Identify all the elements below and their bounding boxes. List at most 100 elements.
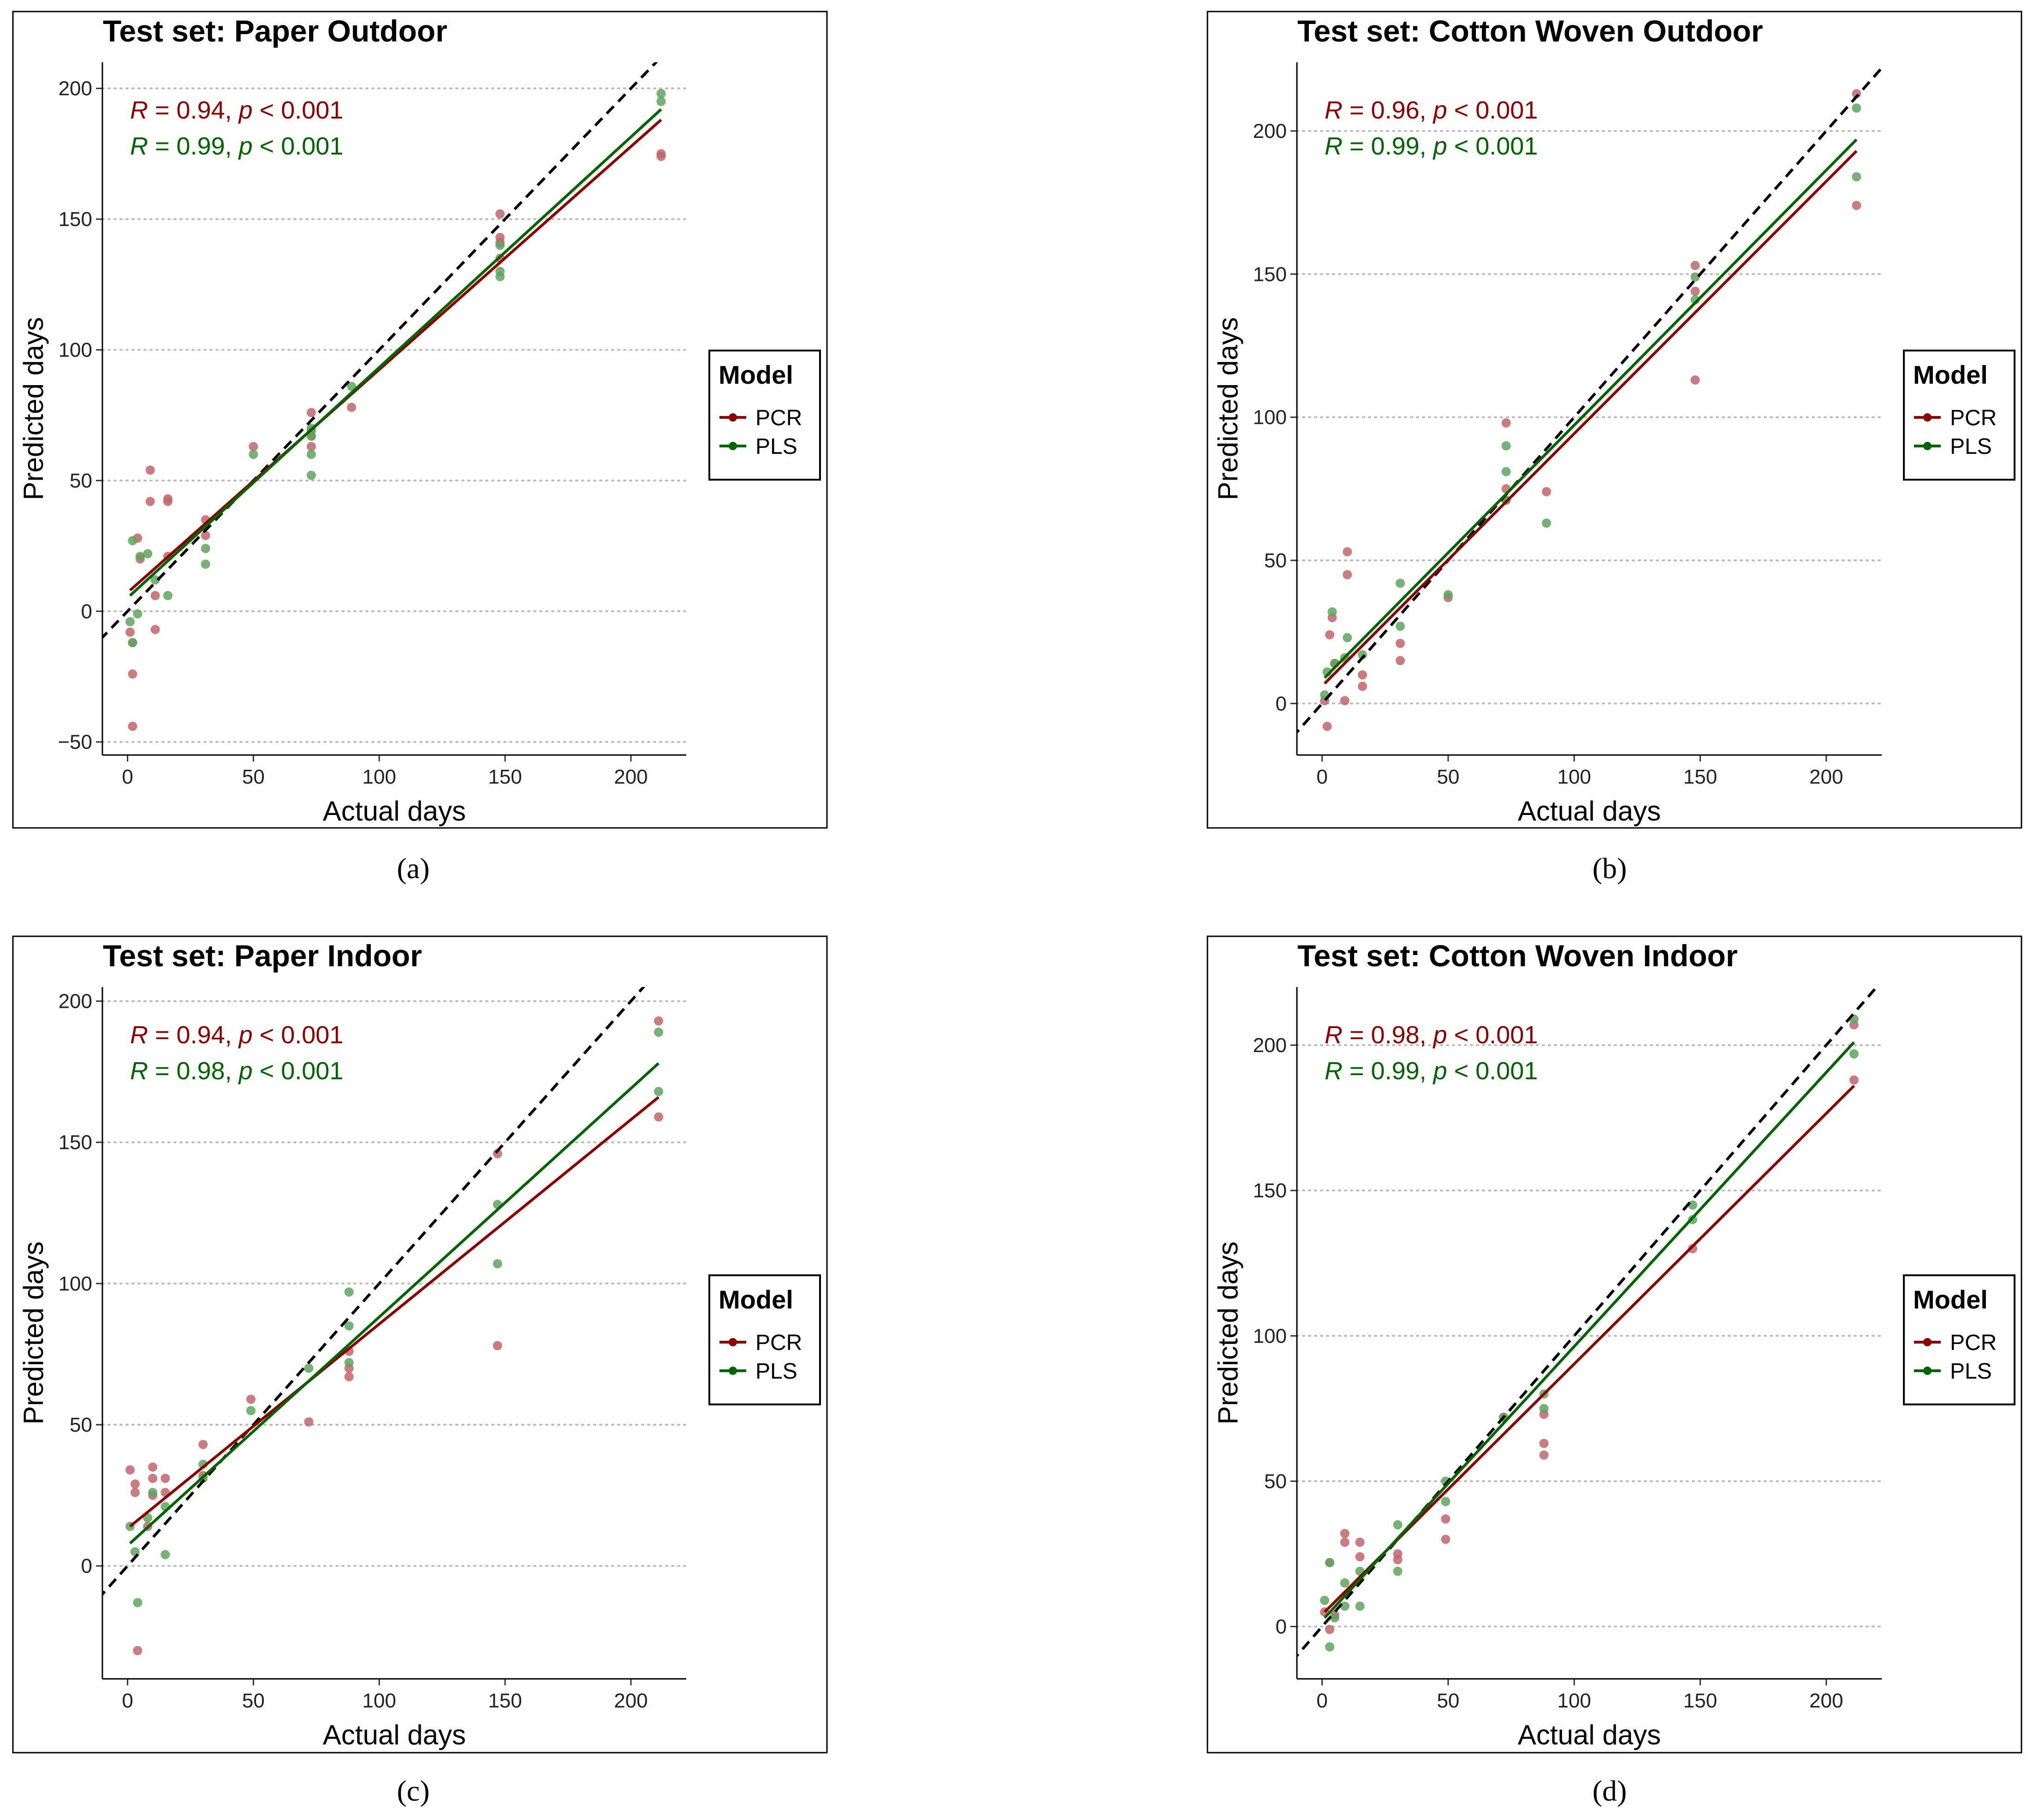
point-pls bbox=[1501, 467, 1511, 476]
point-pcr bbox=[344, 1372, 354, 1381]
point-pcr bbox=[1690, 261, 1700, 270]
identity-line bbox=[1297, 65, 1882, 734]
point-pls bbox=[1343, 633, 1352, 642]
point-pcr bbox=[306, 408, 316, 417]
stat-r-value: = 0.99, bbox=[1343, 132, 1433, 160]
y-tick-label: 100 bbox=[59, 1273, 92, 1295]
point-pls bbox=[1396, 621, 1405, 631]
stat-r-value: = 0.96, bbox=[1343, 96, 1433, 124]
point-pls bbox=[1852, 103, 1861, 113]
point-pcr bbox=[125, 627, 135, 637]
stat-r-value: = 0.94, bbox=[148, 1021, 239, 1049]
caption-d: (d) bbox=[1592, 1774, 1627, 1807]
point-pcr bbox=[1396, 656, 1405, 666]
point-pcr bbox=[1688, 1244, 1698, 1254]
point-pls bbox=[133, 1598, 143, 1607]
legend-title: Model bbox=[1913, 1285, 1988, 1314]
legend-key-dot bbox=[1923, 442, 1932, 450]
point-pls bbox=[654, 1087, 663, 1096]
legend-label: PLS bbox=[755, 434, 797, 459]
point-pls bbox=[1852, 172, 1861, 182]
x-tick-label: 200 bbox=[1809, 766, 1843, 788]
y-tick-label: 150 bbox=[59, 1131, 92, 1154]
x-tick-label: 150 bbox=[488, 1689, 522, 1712]
point-pcr bbox=[1325, 630, 1335, 640]
x-tick-label: 0 bbox=[1316, 1689, 1327, 1712]
stat-r-value: = 0.99, bbox=[1343, 1057, 1433, 1085]
panel-frame bbox=[1207, 11, 2022, 829]
panel-a: −50 0 50 100 150 200 0 50 100 150 200 Test set: Pap… bbox=[12, 11, 828, 829]
y-tick-label: 0 bbox=[1276, 1616, 1287, 1638]
plot-area bbox=[102, 62, 666, 731]
point-pcr bbox=[1690, 286, 1700, 296]
stat-r-value: = 0.98, bbox=[148, 1057, 239, 1085]
stat-r-symbol: R bbox=[1325, 132, 1343, 160]
y-axis-label: Predicted days bbox=[18, 1242, 49, 1425]
point-pcr bbox=[1542, 487, 1552, 496]
stat-p-value: < 0.001 bbox=[1447, 1021, 1538, 1049]
stat-r-symbol: R bbox=[1325, 1021, 1343, 1049]
stat-p-symbol: p bbox=[1433, 1021, 1447, 1049]
legend-label: PLS bbox=[1950, 434, 1992, 459]
y-tick-label: 0 bbox=[81, 600, 92, 623]
legend-key-dot bbox=[1923, 413, 1932, 422]
stat-r-value: = 0.99, bbox=[148, 132, 239, 160]
stat-p-value: < 0.001 bbox=[253, 96, 344, 124]
point-pls bbox=[1393, 1520, 1403, 1529]
legend-title: Model bbox=[719, 360, 793, 389]
point-pcr bbox=[1396, 638, 1405, 648]
stat-pls: R = 0.99, p < 0.001 bbox=[1325, 1057, 1538, 1085]
y-tick-label: 150 bbox=[1253, 1179, 1287, 1202]
point-pcr bbox=[130, 1479, 140, 1489]
x-tick-label: 0 bbox=[122, 1689, 133, 1712]
point-pls bbox=[150, 575, 160, 585]
point-pcr bbox=[128, 669, 137, 679]
panel-c: 0 50 100 150 200 0 50 100 150 200 Test set: Paper … bbox=[12, 935, 828, 1754]
legend: Model PCR PLS bbox=[1903, 350, 2015, 481]
plot-area bbox=[1297, 65, 1882, 734]
point-pcr bbox=[347, 403, 357, 412]
point-pcr bbox=[1393, 1555, 1403, 1564]
legend-label: PCR bbox=[755, 1331, 802, 1355]
stat-r-symbol: R bbox=[130, 1021, 148, 1049]
y-tick-label: −50 bbox=[58, 731, 92, 754]
legend-key-dot bbox=[729, 1367, 737, 1375]
point-pcr bbox=[1539, 1439, 1549, 1448]
y-tick-label: 200 bbox=[1253, 1034, 1287, 1057]
x-axis-label: Actual days bbox=[1518, 1719, 1661, 1750]
point-pls bbox=[163, 591, 172, 601]
point-pls bbox=[201, 559, 210, 569]
y-tick-label: 50 bbox=[70, 470, 92, 492]
y-axis-label: Predicted days bbox=[1213, 317, 1243, 500]
point-pls bbox=[1849, 1049, 1859, 1059]
point-pcr bbox=[148, 1474, 158, 1483]
stat-p-value: < 0.001 bbox=[253, 1021, 344, 1049]
point-pcr bbox=[160, 1474, 170, 1483]
identity-line bbox=[1297, 987, 1879, 1658]
caption-a: (a) bbox=[397, 852, 430, 885]
point-pcr bbox=[148, 1462, 158, 1472]
panel-d: 0 50 100 150 200 0 50 100 150 200 Test set: Cotton… bbox=[1207, 935, 2022, 1754]
fit-line-pcr bbox=[129, 1096, 660, 1528]
legend-key-dot bbox=[729, 442, 737, 450]
point-pcr bbox=[163, 497, 172, 506]
point-pls bbox=[306, 450, 316, 459]
point-pls bbox=[306, 470, 316, 480]
chart-title: Test set: Paper Indoor bbox=[103, 939, 422, 973]
legend: Model PCR PLS bbox=[708, 350, 821, 481]
legend-label: PLS bbox=[755, 1359, 797, 1384]
plot-area bbox=[1297, 987, 1879, 1658]
y-tick-label: 200 bbox=[59, 77, 92, 100]
y-tick-label: 150 bbox=[59, 208, 92, 231]
panel-frame bbox=[12, 935, 828, 1754]
legend-key-dot bbox=[729, 1338, 737, 1346]
y-tick-label: 0 bbox=[1276, 692, 1287, 715]
point-pcr bbox=[125, 1465, 135, 1475]
x-tick-label: 0 bbox=[1316, 766, 1327, 788]
legend-key-dot bbox=[729, 413, 737, 422]
point-pls bbox=[306, 431, 316, 441]
x-axis-label: Actual days bbox=[1518, 796, 1661, 827]
point-pcr bbox=[1355, 1552, 1365, 1562]
point-pcr bbox=[656, 152, 666, 161]
y-tick-label: 50 bbox=[1264, 1470, 1287, 1493]
